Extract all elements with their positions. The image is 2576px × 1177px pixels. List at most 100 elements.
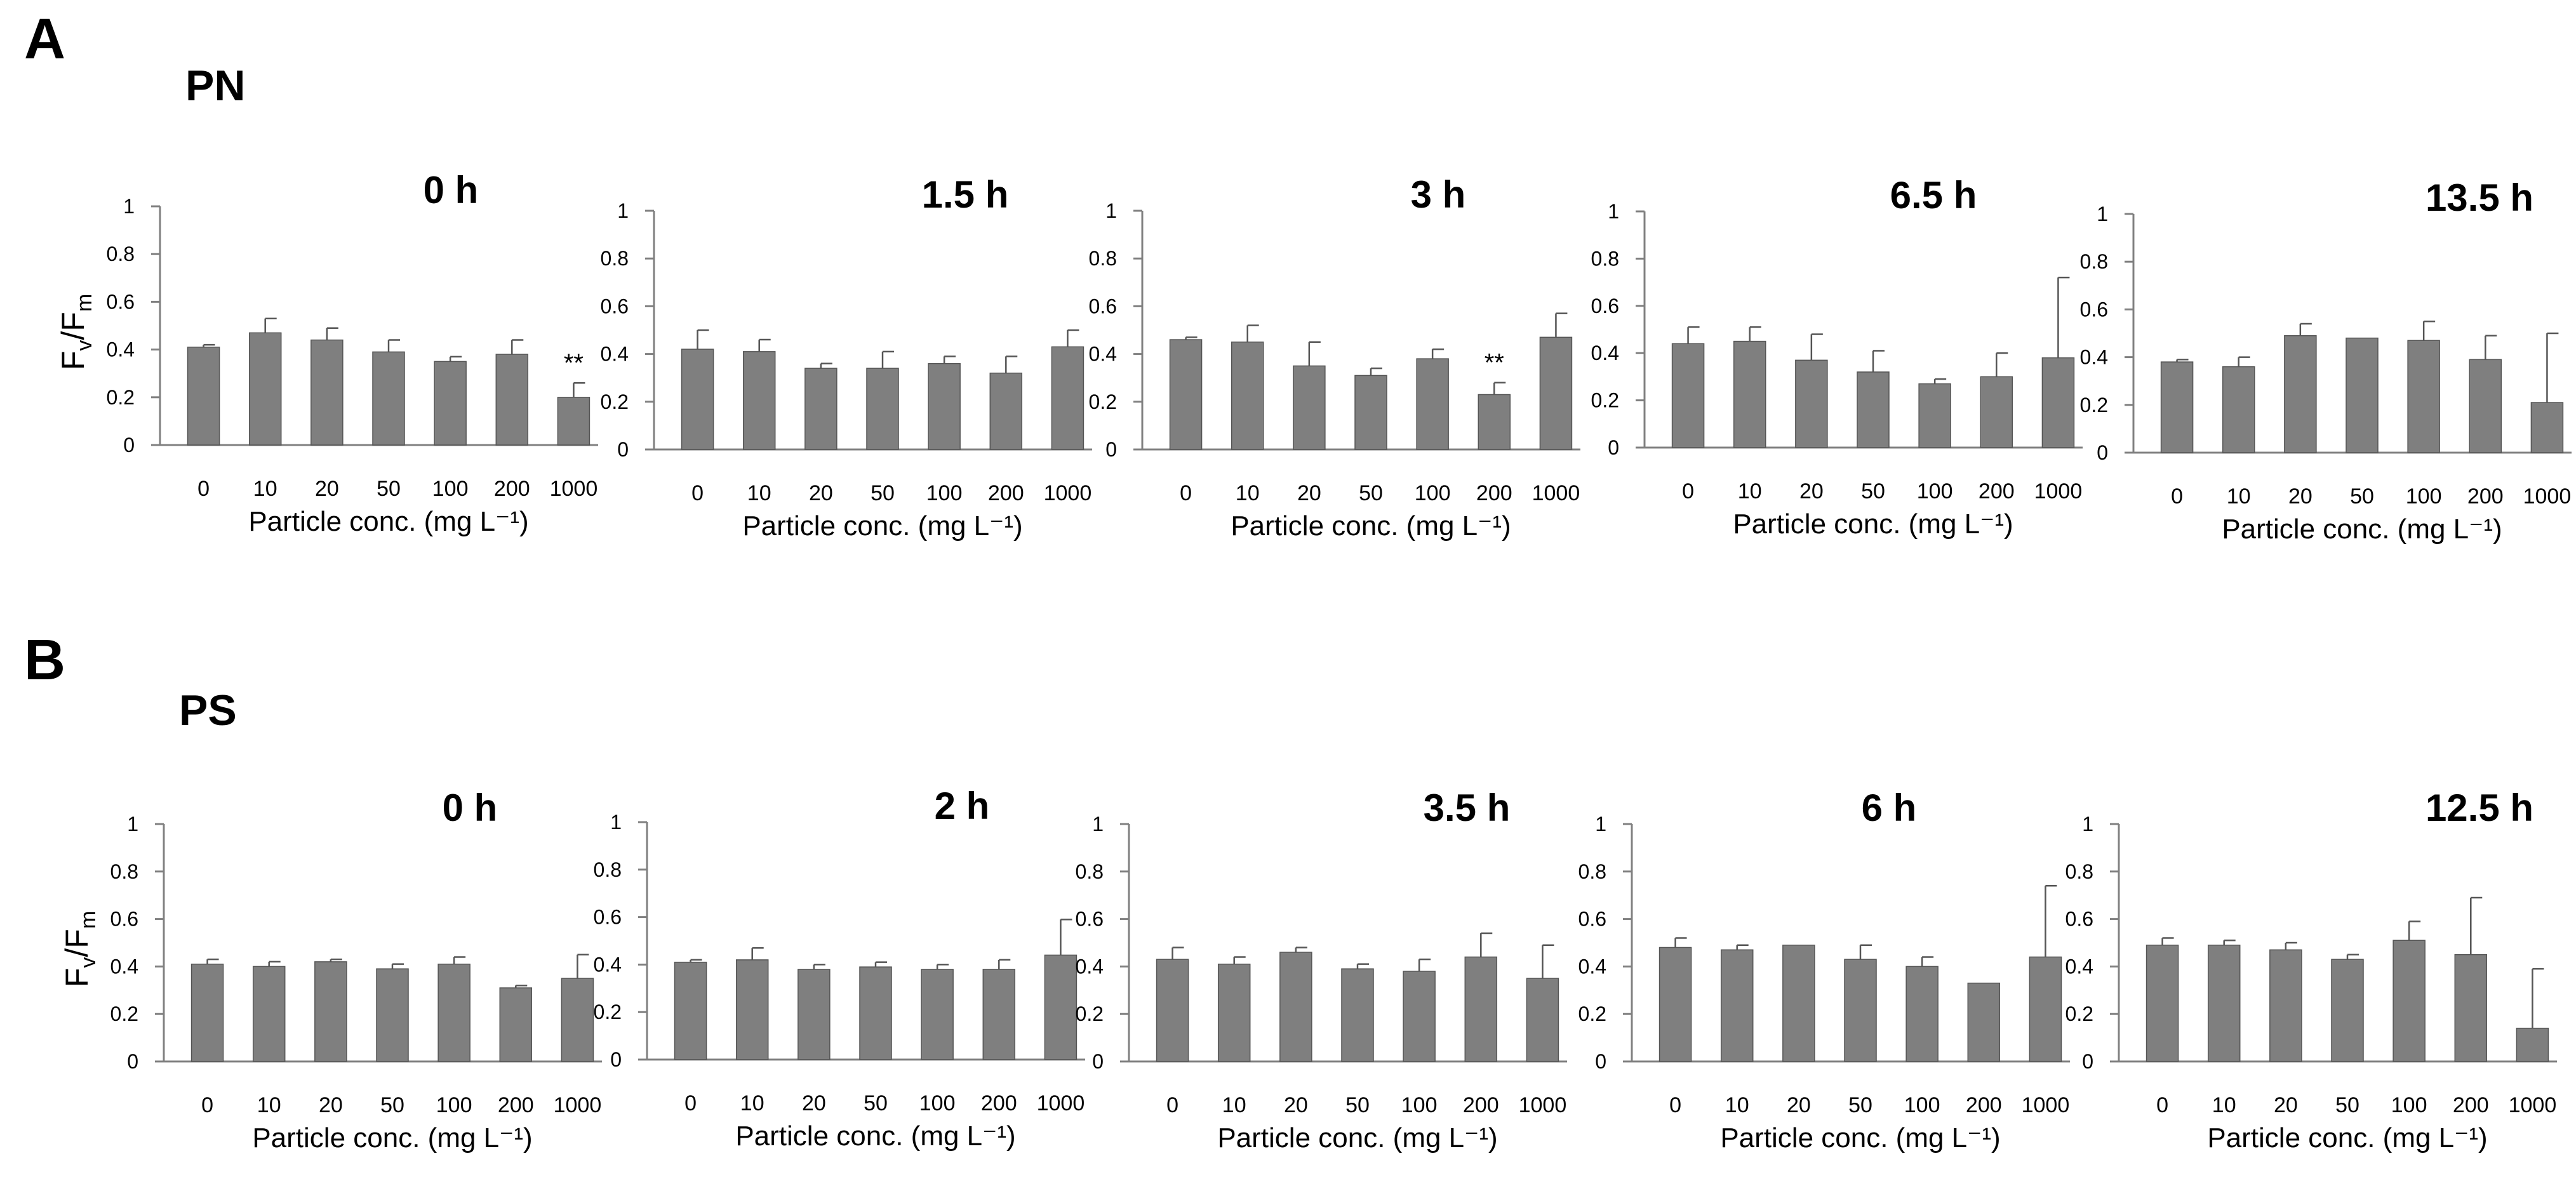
bar (376, 968, 409, 1062)
chart-title: 3 h (1411, 173, 1466, 216)
y-tick-label: 0.2 (594, 1001, 622, 1023)
chart-title: 12.5 h (2426, 787, 2533, 829)
x-tick-label: 100 (1917, 479, 1953, 503)
bar (1293, 365, 1326, 450)
y-tick-label: 0.2 (1578, 1002, 1606, 1025)
bar (1526, 978, 1559, 1062)
x-tick-label: 200 (981, 1091, 1017, 1115)
panel-letter-b: B (24, 628, 65, 692)
x-tick-label: 0 (1180, 481, 1192, 505)
bar (928, 362, 961, 450)
y-tick-label: 1 (617, 199, 629, 222)
x-tick-label: 50 (871, 481, 895, 505)
bar (1044, 954, 1078, 1060)
x-tick-label: 0 (1166, 1093, 1178, 1117)
y-tick-label: 0.8 (601, 247, 629, 270)
bar (190, 963, 224, 1062)
x-tick-label: 20 (319, 1093, 343, 1117)
bar (2530, 402, 2564, 453)
x-tick-label: 1000 (554, 1093, 602, 1117)
x-tick-label: 100 (432, 477, 469, 501)
x-tick-label: 100 (1904, 1093, 1940, 1117)
charts-container: 0 h00.20.40.60.810 10 20 50 100 200 1000**Part… (55, 169, 2572, 1154)
x-tick-label: 100 (436, 1093, 472, 1117)
bar (248, 332, 282, 446)
chart-b-3-5-h: 3.5 h00.20.40.60.810 10 20 50 100 200 1000Part… (1076, 787, 1567, 1154)
bar (2029, 956, 2062, 1062)
x-tick-label: 200 (1966, 1093, 2002, 1117)
x-tick-label: 50 (1848, 1093, 1872, 1117)
x-tick-label: 100 (2391, 1093, 2427, 1117)
y-tick-label: 0 (2082, 1050, 2093, 1073)
bar (989, 372, 1023, 450)
bar (1279, 952, 1312, 1062)
x-tick-label: 10 (747, 481, 771, 505)
bar (804, 368, 838, 450)
y-tick-label: 0 (1092, 1050, 1104, 1073)
x-tick-label: 1000 (2022, 1093, 2070, 1117)
x-tick-label: 1000 (1519, 1093, 1567, 1117)
bar (2392, 940, 2426, 1062)
x-axis-label: Particle conc. (mg L⁻¹) (2207, 1122, 2487, 1154)
x-tick-label: 200 (494, 477, 530, 501)
bar (866, 368, 899, 450)
bar (1354, 375, 1387, 450)
bar (742, 351, 776, 450)
x-tick-label: 20 (1799, 479, 1824, 503)
bar (1156, 959, 1189, 1062)
bar (499, 987, 533, 1062)
y-tick-label: 0.8 (594, 858, 622, 881)
bar (681, 349, 714, 450)
x-tick-label: 10 (2227, 484, 2251, 509)
y-tick-label: 1 (1092, 813, 1104, 835)
x-tick-label: 10 (1738, 479, 1762, 503)
bar (1918, 383, 1951, 448)
x-tick-label: 1000 (2523, 484, 2572, 509)
x-tick-label: 200 (2453, 1093, 2489, 1117)
bar (2160, 361, 2194, 453)
bar (2516, 1027, 2549, 1062)
bar (674, 961, 707, 1060)
y-tick-label: 0.4 (110, 955, 138, 978)
y-tick-label: 0.6 (107, 290, 135, 313)
bar (1464, 956, 1498, 1062)
y-tick-label: 0.4 (1591, 342, 1619, 364)
bar (187, 347, 220, 446)
bar (2146, 944, 2179, 1062)
x-axis-label: Particle conc. (mg L⁻¹) (2222, 514, 2502, 545)
x-tick-label: 1000 (1532, 481, 1580, 505)
x-tick-label: 0 (684, 1091, 697, 1115)
y-tick-label: 1 (123, 195, 135, 218)
x-tick-label: 10 (2212, 1093, 2236, 1117)
y-tick-label: 0.2 (110, 1002, 138, 1025)
x-axis-label: Particle conc. (mg L⁻¹) (735, 1120, 1015, 1152)
y-tick-label: 0 (2097, 441, 2108, 464)
chart-b-2-h: 2 h00.20.40.60.810 10 20 50 100 200 1000Partic… (594, 785, 1085, 1152)
chart-title: 6 h (1862, 787, 1917, 829)
y-tick-label: 0 (1105, 438, 1117, 461)
y-axis-label: Fv/Fm (55, 294, 97, 370)
y-tick-label: 0.6 (1578, 908, 1606, 931)
y-tick-label: 0.6 (2065, 908, 2093, 931)
bar (1782, 944, 1815, 1062)
y-tick-label: 0.8 (110, 860, 138, 883)
bar (1980, 376, 2013, 448)
y-tick-label: 0.4 (2065, 955, 2093, 978)
bar (1967, 982, 2001, 1062)
panel-letter-a: A (24, 8, 65, 71)
x-tick-label: 1000 (1037, 1091, 1085, 1115)
y-tick-label: 0.6 (1089, 295, 1117, 317)
y-tick-label: 1 (1608, 200, 1619, 223)
y-tick-label: 0.8 (1076, 860, 1104, 883)
x-tick-label: 50 (2335, 1093, 2359, 1117)
y-axis-label: Fv/Fm (59, 911, 100, 987)
y-tick-label: 0 (610, 1048, 622, 1071)
y-tick-label: 0.8 (107, 243, 135, 265)
y-tick-label: 0 (617, 438, 629, 461)
y-tick-label: 0.8 (2065, 860, 2093, 883)
y-tick-label: 0.4 (107, 338, 135, 361)
x-tick-label: 50 (1861, 479, 1885, 503)
y-tick-label: 0.4 (601, 343, 629, 366)
x-tick-label: 100 (1415, 481, 1451, 505)
bar (557, 397, 591, 446)
